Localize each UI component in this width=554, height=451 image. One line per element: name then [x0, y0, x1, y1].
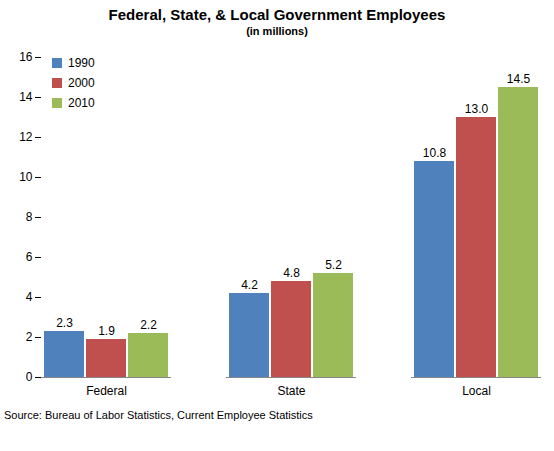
svg-text:1.9: 1.9	[98, 324, 115, 338]
svg-text:10.8: 10.8	[423, 146, 447, 160]
svg-text:13.0: 13.0	[465, 102, 489, 116]
svg-text:12: 12	[19, 130, 33, 144]
svg-text:8: 8	[26, 210, 33, 224]
html-text:2010: 2010	[68, 96, 95, 110]
html-text:(in millions): (in millions)	[246, 25, 308, 37]
svg-text:14.5: 14.5	[507, 72, 531, 86]
svg-text:10: 10	[19, 170, 33, 184]
svg-text:2.3: 2.3	[56, 316, 73, 330]
svg-text:State: State	[277, 384, 305, 398]
svg-text:5.2: 5.2	[325, 258, 342, 272]
html-text:2000: 2000	[68, 76, 95, 90]
svg-text:4.8: 4.8	[283, 266, 300, 280]
svg-text:Local: Local	[462, 384, 491, 398]
html-text:Federal, State, & Local Govern: Federal, State, & Local Government Emplo…	[108, 6, 446, 23]
svg-text:16: 16	[19, 50, 33, 64]
svg-text:4: 4	[26, 290, 33, 304]
html-text:Source: Bureau of Labor Statis: Source: Bureau of Labor Statistics, Curr…	[4, 409, 313, 421]
html-text:1990: 1990	[68, 56, 95, 70]
svg-text:Federal: Federal	[86, 384, 127, 398]
svg-text:6: 6	[26, 250, 33, 264]
svg-text:2: 2	[26, 330, 33, 344]
svg-text:14: 14	[19, 90, 33, 104]
svg-text:0: 0	[26, 370, 33, 384]
svg-text:2.2: 2.2	[140, 318, 157, 332]
svg-text:4.2: 4.2	[241, 278, 258, 292]
